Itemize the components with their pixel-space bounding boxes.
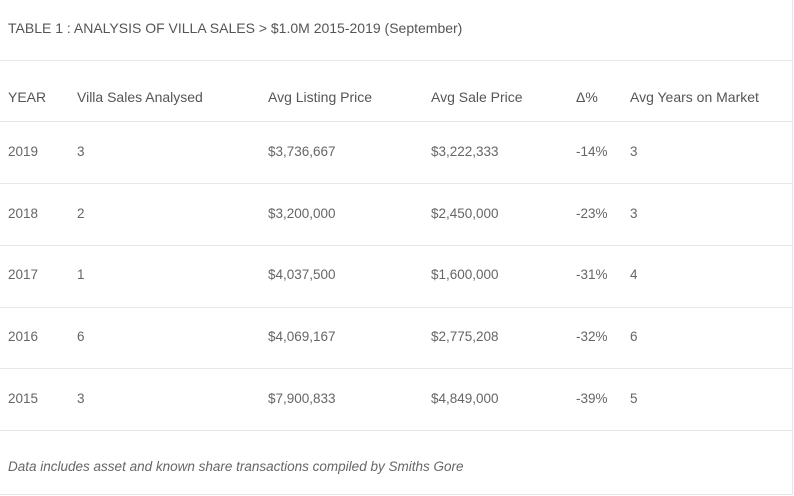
cell-villa-sales: 2	[77, 206, 85, 221]
table-header-row: YEAR Villa Sales Analysed Avg Listing Pr…	[0, 66, 793, 128]
cell-villa-sales: 1	[77, 267, 85, 282]
divider	[0, 183, 793, 184]
cell-delta-percent: -32%	[576, 329, 608, 344]
divider	[0, 121, 793, 122]
cell-delta-percent: -14%	[576, 144, 608, 159]
cell-avg-listing-price: $3,200,000	[268, 206, 336, 221]
header-year: YEAR	[8, 89, 47, 105]
cell-year: 2015	[8, 391, 39, 406]
cell-avg-years-on-market: 3	[630, 206, 638, 221]
cell-avg-sale-price: $2,775,208	[431, 329, 499, 344]
divider	[0, 60, 793, 61]
cell-delta-percent: -39%	[576, 391, 608, 406]
cell-year: 2016	[8, 329, 39, 344]
header-villa-sales-analysed: Villa Sales Analysed	[77, 89, 203, 105]
cell-avg-years-on-market: 6	[630, 329, 638, 344]
header-avg-listing-price: Avg Listing Price	[268, 89, 373, 105]
cell-year: 2018	[8, 206, 39, 221]
divider	[0, 430, 793, 431]
table-row: 2016 6 $4,069,167 $2,775,208 -32% 6	[0, 306, 793, 368]
table-row: 2018 2 $3,200,000 $2,450,000 -23% 3	[0, 183, 793, 245]
cell-year: 2019	[8, 144, 39, 159]
cell-villa-sales: 6	[77, 329, 85, 344]
header-avg-sale-price: Avg Sale Price	[431, 89, 523, 105]
cell-villa-sales: 3	[77, 144, 85, 159]
cell-avg-listing-price: $7,900,833	[268, 391, 336, 406]
cell-avg-sale-price: $4,849,000	[431, 391, 499, 406]
table-caption: TABLE 1 : ANALYSIS OF VILLA SALES > $1.0…	[8, 20, 463, 36]
divider	[0, 307, 793, 308]
cell-avg-listing-price: $3,736,667	[268, 144, 336, 159]
cell-delta-percent: -23%	[576, 206, 608, 221]
cell-villa-sales: 3	[77, 391, 85, 406]
cell-avg-sale-price: $3,222,333	[431, 144, 499, 159]
cell-year: 2017	[8, 267, 39, 282]
table-footnote: Data includes asset and known share tran…	[8, 459, 464, 474]
cell-avg-years-on-market: 4	[630, 267, 638, 282]
cell-avg-sale-price: $2,450,000	[431, 206, 499, 221]
header-avg-years-on-market: Avg Years on Market	[630, 89, 759, 105]
cell-avg-sale-price: $1,600,000	[431, 267, 499, 282]
cell-delta-percent: -31%	[576, 267, 608, 282]
divider	[0, 368, 793, 369]
cell-avg-years-on-market: 5	[630, 391, 638, 406]
cell-avg-listing-price: $4,069,167	[268, 329, 336, 344]
cell-avg-years-on-market: 3	[630, 144, 638, 159]
table-row: 2017 1 $4,037,500 $1,600,000 -31% 4	[0, 244, 793, 306]
header-delta-percent: Δ%	[576, 89, 598, 105]
table-row: 2015 3 $7,900,833 $4,849,000 -39% 5	[0, 368, 793, 430]
cell-avg-listing-price: $4,037,500	[268, 267, 336, 282]
table-row: 2019 3 $3,736,667 $3,222,333 -14% 3	[0, 121, 793, 183]
divider	[0, 245, 793, 246]
